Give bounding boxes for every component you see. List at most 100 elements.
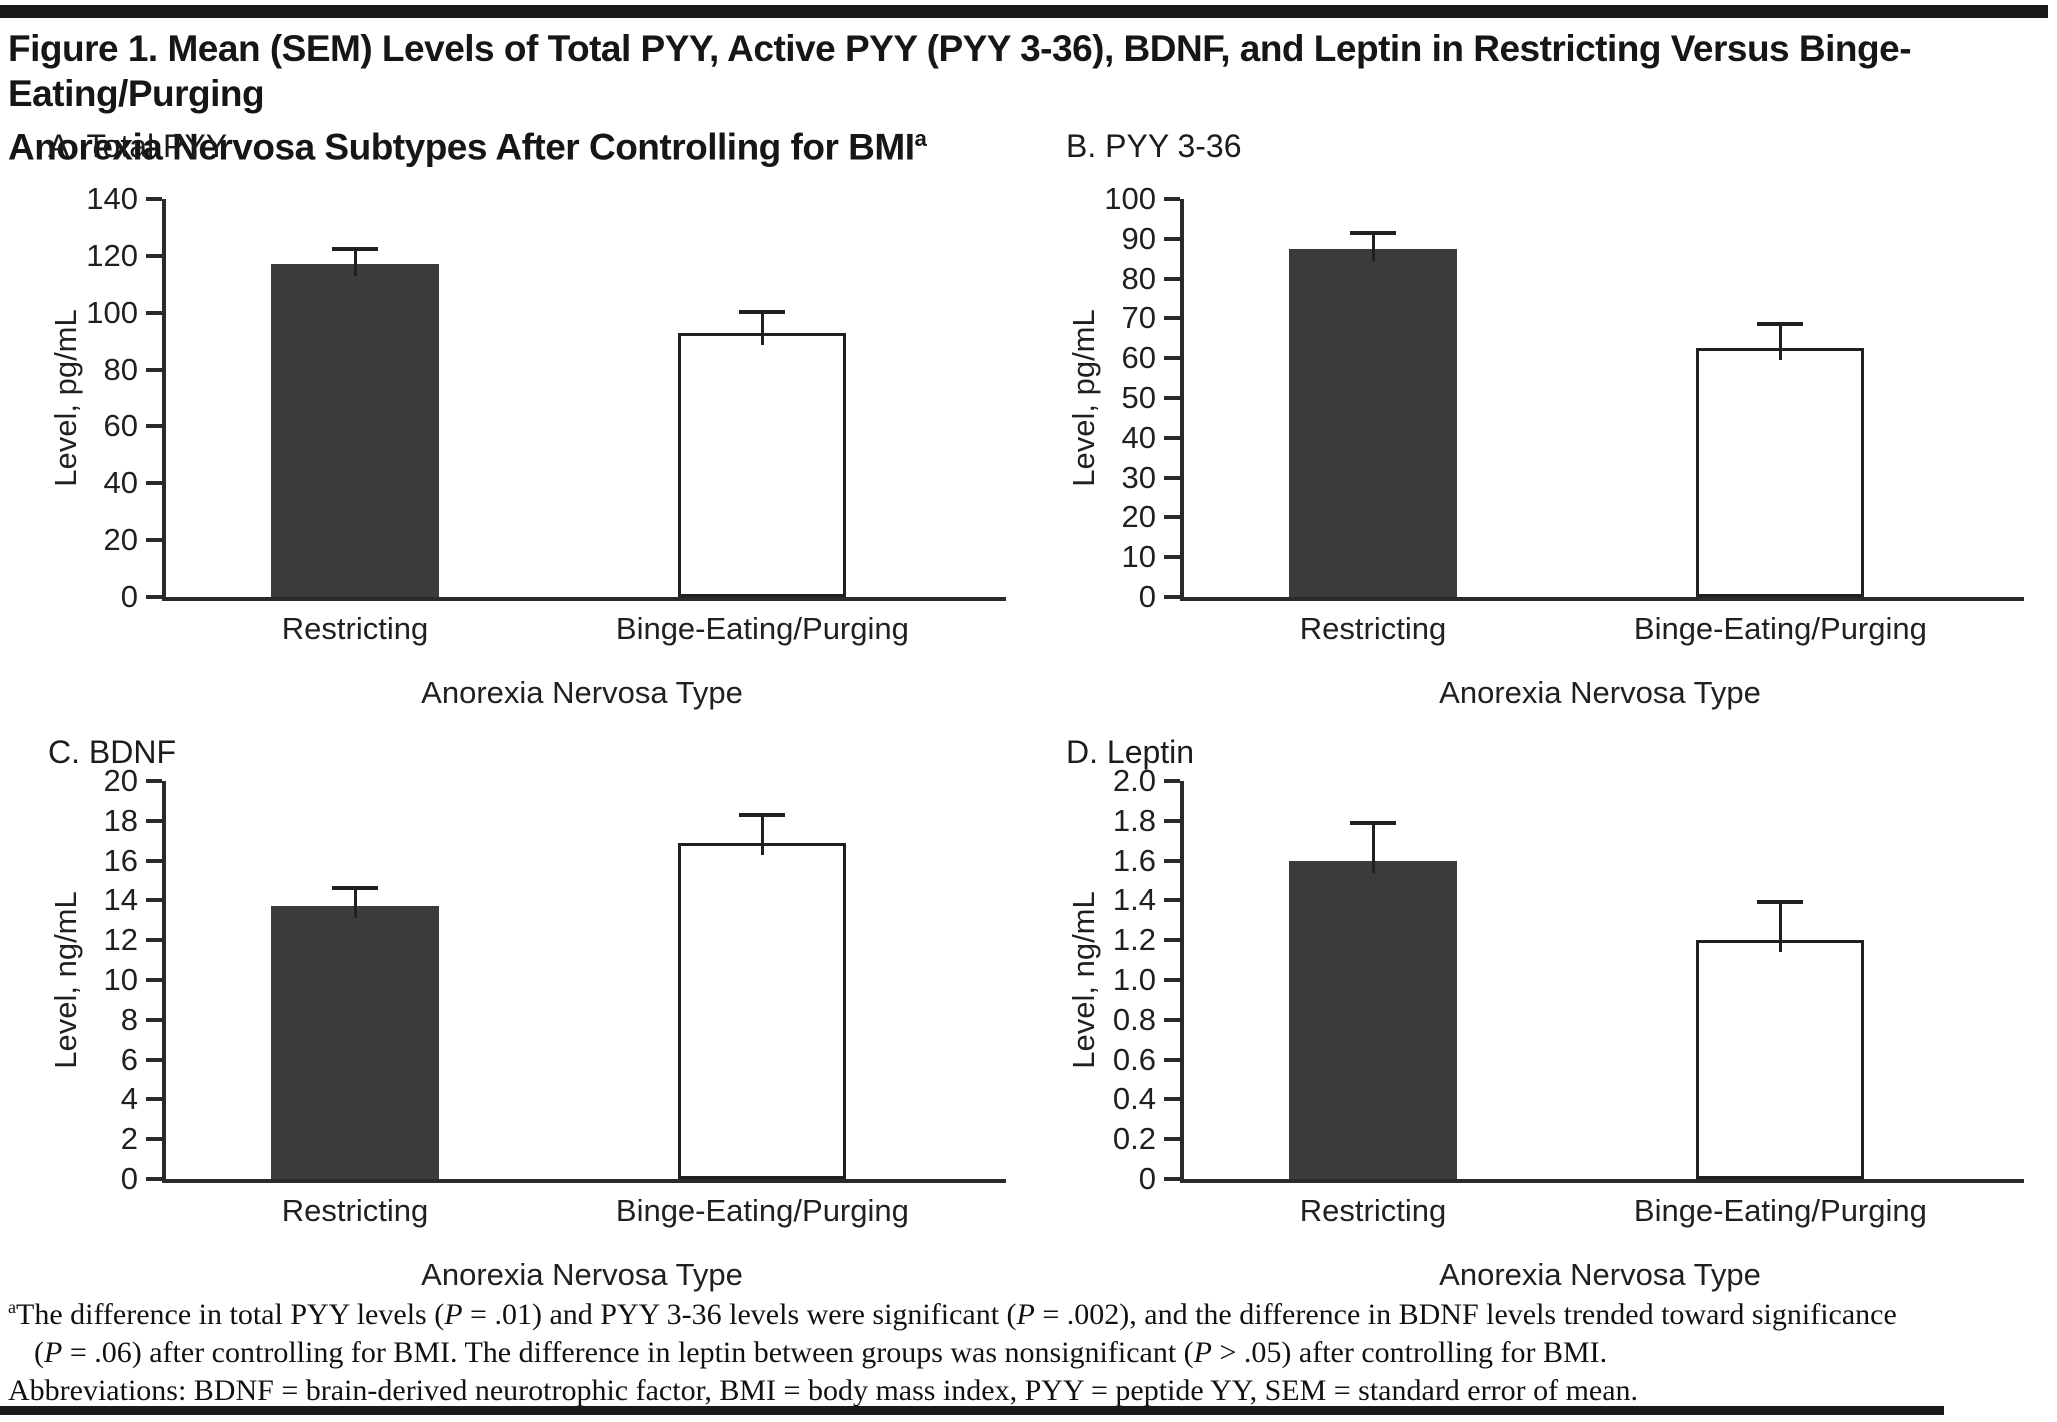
- footnote-abbreviations: Abbreviations: BDNF = brain-derived neur…: [8, 1374, 1639, 1407]
- error-bar-cap: [739, 309, 786, 314]
- y-tick-label: 90: [1121, 220, 1156, 256]
- y-tick-label: 140: [86, 181, 138, 216]
- y-tick-label: 2: [120, 1121, 138, 1157]
- y-tick-mark: [1164, 475, 1180, 480]
- x-category-label: Restricting: [1299, 611, 1447, 646]
- y-tick-label: 60: [1121, 340, 1156, 376]
- y-tick-label: 0.4: [1112, 1081, 1156, 1117]
- y-tick-label: 100: [86, 294, 138, 330]
- panel-total-pyy: A. Total PYY Level, pg/mL 140 120 100 80 60 4…: [40, 122, 1040, 722]
- y-tick-label: 50: [1121, 380, 1156, 415]
- y-tick-mark: [146, 1097, 162, 1102]
- bar-restricting: [271, 264, 439, 597]
- x-category-label: Restricting: [281, 611, 429, 646]
- error-bar-cap: [332, 886, 378, 891]
- y-tick-mark: [1164, 515, 1180, 520]
- panel-bdnf: C. BDNF Level, ng/mL 20 18 16 14 12 10 8 6 4 2 0 Re…: [40, 704, 1040, 1304]
- figure-title-line-2: Anorexia Nervosa Subtypes After Controll…: [8, 126, 927, 168]
- y-tick-mark: [1164, 1137, 1180, 1142]
- y-tick-label: 1.6: [1112, 842, 1156, 878]
- y-tick-label: 80: [1121, 260, 1156, 296]
- panel-label: B. PYY 3-36: [1066, 128, 1242, 164]
- y-tick-label: 1.0: [1112, 962, 1156, 997]
- y-tick-mark: [1164, 1017, 1180, 1022]
- bar-restricting: [271, 906, 439, 1179]
- y-tick-label: 8: [120, 1001, 138, 1037]
- y-tick-mark: [146, 938, 162, 943]
- y-tick-label: 120: [86, 237, 138, 273]
- y-tick-mark: [146, 197, 162, 201]
- x-category-label: Binge-Eating/Purging: [1633, 1193, 1927, 1228]
- panel-pyy-3-36: B. PYY 3-36 Level, pg/mL 100 90 80 70 60 50 40…: [1058, 122, 2057, 722]
- y-tick-label: 0: [120, 579, 138, 614]
- error-bar-cap: [739, 812, 786, 817]
- error-bar-line: [760, 309, 764, 345]
- y-tick-mark: [1164, 938, 1180, 943]
- y-tick-label: 60: [103, 408, 138, 444]
- plot-area: Level, pg/mL 140 120 100 80 60 40 20 0 Restricti…: [48, 181, 1006, 646]
- y-tick-mark: [1164, 435, 1180, 440]
- bar-binge-eating-purging: [678, 332, 847, 597]
- y-tick-mark: [1164, 1177, 1180, 1181]
- error-bar-line: [1371, 230, 1375, 261]
- y-tick-label: 1.2: [1112, 922, 1156, 958]
- y-tick-mark: [146, 424, 162, 429]
- error-bar-cap: [1757, 322, 1804, 327]
- y-tick-label: 70: [1121, 300, 1156, 336]
- plot-area: Level, pg/mL 100 90 80 70 60 50 40 30 20 10 0 Restr…: [1066, 181, 2024, 646]
- y-tick-mark: [1164, 356, 1180, 361]
- y-tick-label: 1.4: [1112, 882, 1156, 918]
- error-bar-line: [1371, 820, 1375, 873]
- y-tick-label: 20: [1121, 499, 1156, 535]
- title-footnote-marker: a: [914, 126, 927, 151]
- y-tick-label: 12: [103, 922, 138, 958]
- y-tick-mark: [146, 1177, 162, 1181]
- error-bar-line: [760, 812, 764, 855]
- y-tick-mark: [1164, 779, 1180, 783]
- bar-restricting: [1289, 860, 1457, 1179]
- y-tick-label: 20: [103, 763, 138, 798]
- y-tick-mark: [1164, 978, 1180, 982]
- y-tick-label: 2.0: [1112, 763, 1156, 798]
- y-tick-label: 0.6: [1112, 1041, 1156, 1077]
- y-tick-mark: [146, 367, 162, 372]
- y-tick-label: 0.2: [1112, 1121, 1156, 1157]
- y-tick-mark: [146, 253, 162, 258]
- top-rule: [0, 5, 2048, 18]
- y-tick-mark: [146, 898, 162, 903]
- y-tick-mark: [146, 310, 162, 315]
- y-tick-label: 10: [1121, 539, 1156, 575]
- plot-area: Level, ng/mL 20 18 16 14 12 10 8 6 4 2 0 Restrictin…: [48, 763, 1006, 1228]
- y-tick-mark: [1164, 1057, 1180, 1062]
- x-category-label: Binge-Eating/Purging: [615, 611, 909, 646]
- y-tick-label: 10: [103, 962, 138, 997]
- y-tick-mark: [146, 858, 162, 863]
- x-category-label: Binge-Eating/Purging: [1633, 611, 1927, 646]
- y-tick-mark: [146, 481, 162, 486]
- error-bar-line: [353, 886, 357, 919]
- bar-binge-eating-purging: [678, 842, 847, 1179]
- error-bar-cap: [1757, 900, 1804, 905]
- figure-title-line-1: Figure 1. Mean (SEM) Levels of Total PYY…: [8, 28, 1912, 114]
- y-tick-mark: [1164, 818, 1180, 823]
- error-bar-line: [1778, 900, 1782, 953]
- y-tick-label: 0: [1138, 1161, 1156, 1196]
- y-tick-mark: [146, 978, 162, 982]
- error-bar-line: [1778, 322, 1782, 361]
- x-axis-title: Anorexia Nervosa Type: [421, 1257, 743, 1292]
- y-tick-label: 30: [1121, 459, 1156, 495]
- y-tick-mark: [146, 1057, 162, 1062]
- y-tick-label: 40: [1121, 419, 1156, 455]
- panel-label: C. BDNF: [48, 734, 176, 770]
- y-axis-title: Level, pg/mL: [48, 309, 83, 487]
- y-tick-mark: [146, 818, 162, 823]
- y-tick-mark: [146, 1137, 162, 1142]
- footnote: aThe difference in total PYY levels (P =…: [8, 1288, 2053, 1410]
- y-tick-mark: [1164, 1097, 1180, 1102]
- y-tick-label: 14: [103, 882, 138, 918]
- y-tick-label: 20: [103, 522, 138, 558]
- y-tick-mark: [1164, 555, 1180, 560]
- figure-title: Figure 1. Mean (SEM) Levels of Total PYY…: [8, 26, 2048, 169]
- panel-label: A. Total PYY: [48, 128, 228, 164]
